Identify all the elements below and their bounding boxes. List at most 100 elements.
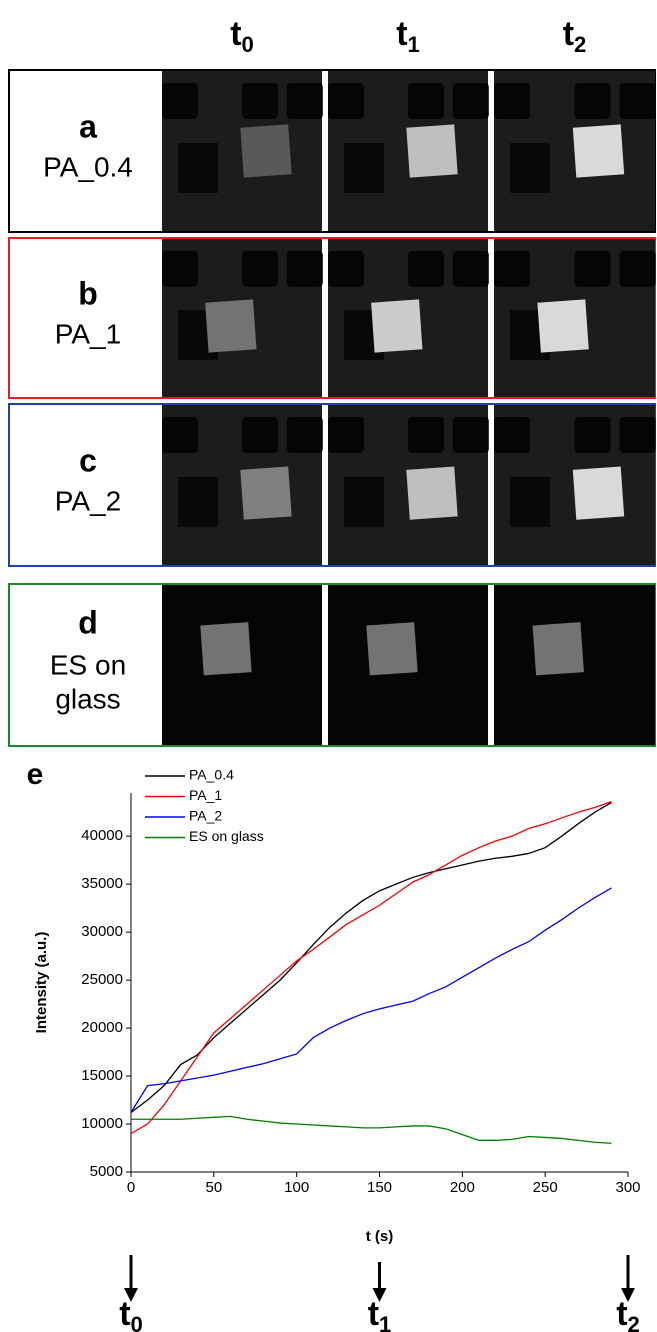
column-header-main: t [396,15,407,53]
dark-window [286,82,323,119]
legend-label: PA_0.4 [189,767,234,783]
row-label: PA_0.4 [43,151,133,182]
time-marker-label: t2 [616,1295,640,1332]
time-arrowhead [621,1288,635,1302]
row-label: ES on [50,649,126,680]
column-header-main: t [230,15,241,53]
sample-square [406,466,458,520]
dark-window [574,250,611,287]
legend-label: PA_2 [189,808,222,824]
column-header-sub: 2 [574,32,586,57]
time-marker-label-sub: 2 [628,1312,640,1332]
row-label: PA_1 [55,318,121,349]
dark-window [286,250,323,287]
dark-window [574,82,611,119]
data-line [131,1115,612,1144]
y-tick-label: 30000 [81,923,123,940]
dark-window [619,250,656,287]
image-panel [328,405,489,565]
x-tick-label: 50 [205,1179,222,1196]
image-panel [494,585,655,745]
dark-window [510,142,551,193]
row-label: glass [55,683,120,714]
image-panel [494,405,656,565]
sample-square [532,622,584,676]
time-marker-label-main: t [616,1295,627,1332]
x-tick-label: 300 [615,1179,640,1196]
image-panel [162,585,322,745]
dark-window [574,416,611,453]
legend-label: ES on glass [189,828,264,844]
dark-window [344,476,384,527]
legend-label: PA_1 [189,787,222,803]
row-letter: b [78,275,98,311]
time-marker-label-main: t [119,1295,130,1332]
row-label: PA_2 [55,485,121,516]
time-marker-label-sub: 0 [131,1312,143,1332]
x-tick-label: 0 [127,1179,135,1196]
time-marker-label-main: t [368,1295,379,1332]
dark-window [162,250,198,287]
time-arrowhead [124,1288,138,1302]
dark-window [452,250,489,287]
y-axis-label: Intensity (a.u.) [33,932,50,1034]
time-marker-label-sub: 1 [379,1312,391,1332]
dark-window [408,416,444,453]
sample-square [572,124,625,178]
time-arrowhead [372,1288,387,1302]
data-line [130,802,612,1114]
column-header: t1 [396,15,420,57]
image-panel [162,71,323,231]
time-marker-label: t1 [368,1295,392,1332]
dark-window [619,82,656,119]
dark-window [344,142,384,193]
y-tick-label: 15000 [81,1067,123,1084]
image-panel [162,239,323,397]
x-axis-label: t (s) [366,1228,394,1245]
dark-window [242,250,278,287]
y-tick-label: 5000 [90,1163,123,1180]
image-panel [494,71,656,231]
dark-window [242,82,278,119]
y-tick-label: 25000 [81,971,123,988]
dark-window [328,250,364,287]
y-tick-label: 35000 [81,875,123,892]
sample-square [572,466,625,520]
image-panel [328,71,489,231]
dark-window [178,476,218,527]
dark-window [494,82,530,119]
column-header: t2 [563,15,587,57]
x-tick-label: 150 [367,1179,392,1196]
column-header-sub: 0 [242,32,254,57]
chart-panel-label: e [27,758,44,791]
dark-window [162,416,198,453]
dark-window [408,250,444,287]
data-line [130,887,612,1113]
x-tick-label: 200 [450,1179,475,1196]
sample-square [406,124,458,178]
image-panel [328,585,488,745]
dark-window [286,416,323,453]
column-header: t0 [230,15,254,57]
row-letter: d [78,604,98,640]
dark-window [328,82,364,119]
image-panel [328,239,489,397]
sample-square [371,299,423,353]
sample-square [537,299,589,353]
dark-window [494,416,530,453]
sample-square [240,466,292,520]
data-line [130,801,612,1135]
y-tick-label: 40000 [81,827,123,844]
sample-square [205,299,257,353]
sample-square [366,622,418,676]
dark-window [452,82,489,119]
image-panel [162,405,323,565]
row-letter: a [79,108,97,144]
dark-window [328,416,364,453]
dark-window [162,82,198,119]
image-panel [494,239,656,397]
dark-window [408,82,444,119]
dark-window [242,416,278,453]
column-header-main: t [563,15,574,53]
